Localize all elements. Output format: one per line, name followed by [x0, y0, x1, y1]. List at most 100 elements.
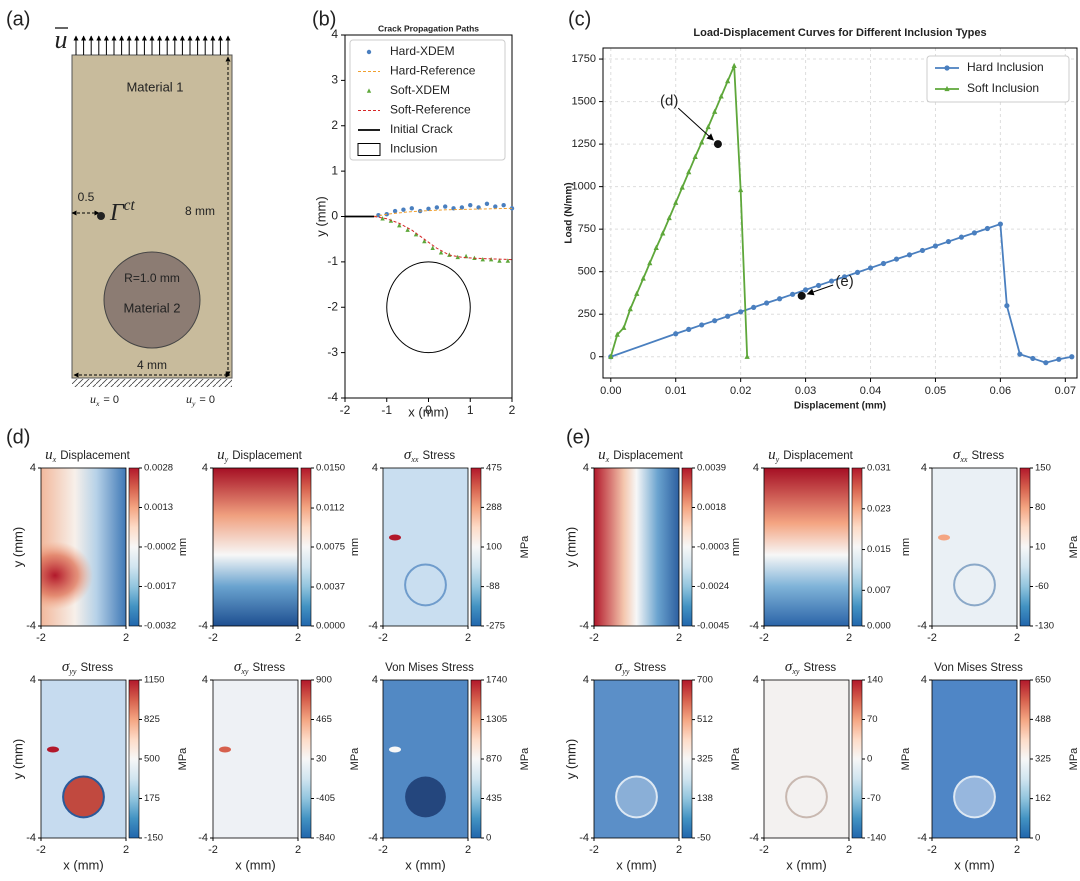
colorbar-tick-label: 0.0037 [316, 582, 345, 593]
panel-label: (a) [6, 8, 30, 30]
x-tick-label: 2 [465, 632, 471, 644]
colorbar [300, 467, 312, 627]
field-map [41, 468, 126, 626]
x-tick-label: -2 [927, 844, 937, 856]
map-title-sub: xx [410, 455, 419, 464]
x-tick-label: -2 [340, 403, 351, 417]
colorbar-tick-label: -0.0017 [144, 581, 176, 592]
colorbar-unit: MPa [1068, 747, 1080, 771]
marker [725, 313, 731, 319]
colorbar [851, 467, 863, 627]
map-frame [382, 679, 469, 839]
map-frame [593, 467, 680, 627]
map-frame [212, 679, 299, 839]
field-map [213, 680, 298, 838]
colorbar-tick-label: 488 [1035, 714, 1051, 725]
x-tick-label: 2 [1014, 844, 1020, 856]
marker [880, 260, 887, 267]
field-ring [953, 563, 996, 607]
y-tick-label: 1000 [572, 181, 596, 193]
x-axis-label: x (mm) [954, 857, 994, 872]
map-title: ux Displacement [598, 447, 684, 463]
legend-label: Soft-XDEM [390, 83, 450, 97]
marker [413, 232, 419, 237]
marker [438, 250, 444, 255]
map-title-sub: x [605, 455, 610, 464]
colorbar-tick-label: 10 [1035, 542, 1046, 553]
colorbar-tick-label: 1740 [486, 675, 507, 686]
plot-frame [602, 47, 1078, 379]
marker [380, 216, 385, 221]
colorbar-tick-label: -0.0002 [144, 542, 176, 553]
colorbar-tick-label: 140 [867, 675, 883, 686]
series-line [609, 65, 749, 357]
x-tick-label: -2 [378, 844, 388, 856]
support [72, 379, 232, 387]
map-title: ux Displacement [45, 447, 131, 463]
colorbar-unit: mm [900, 538, 912, 556]
colorbar-unit: MPa [730, 747, 742, 771]
marker [686, 169, 692, 175]
marker [705, 123, 711, 130]
x-tick-label: -2 [378, 632, 388, 644]
marker [679, 184, 685, 190]
marker [971, 230, 978, 236]
field-fill [213, 468, 298, 626]
marker [932, 243, 939, 249]
x-tick-label: 2 [123, 844, 129, 856]
marker [459, 205, 465, 210]
annotation-arrow [677, 107, 714, 141]
map-frame [763, 467, 850, 627]
map-title-symbol: u [598, 447, 606, 463]
legend-box [349, 39, 506, 161]
y-tick-label: -4 [917, 832, 927, 844]
map-title-text: Von Mises Stress [385, 662, 474, 674]
colorbar [300, 679, 312, 839]
colorbar [128, 467, 140, 627]
x-tick-label: 2 [676, 844, 682, 856]
marker [627, 305, 633, 312]
bc-label-symbol: u [186, 392, 192, 406]
marker [1030, 355, 1036, 362]
field-fill [594, 468, 679, 626]
x-tick-label: -2 [589, 632, 599, 644]
colorbar-tick-label: 500 [144, 754, 160, 765]
annotation-point [797, 291, 806, 300]
colorbar-tick-label: -275 [486, 621, 505, 632]
marker [666, 214, 672, 221]
bc-label-symbol: u [90, 392, 96, 406]
marker [751, 304, 757, 311]
marker [945, 238, 952, 245]
marker [493, 204, 498, 209]
field-ring [953, 775, 996, 819]
x-tick-label: 0.02 [730, 385, 751, 397]
map-title-sub: yy [621, 667, 630, 676]
field-ring [62, 775, 105, 819]
map-title-symbol: σ [234, 659, 242, 675]
colorbar-tick-label: -130 [1035, 621, 1054, 632]
colorbar-tick-label: 0.0112 [316, 503, 344, 514]
colorbar-tick-label: 0.0018 [697, 502, 726, 513]
annotation: (e) [835, 273, 853, 290]
colorbar-tick-label: -88 [486, 581, 500, 592]
diagram [55, 27, 233, 387]
colorbar-tick-label: -0.0032 [144, 621, 176, 632]
map-title-symbol: σ [785, 659, 793, 675]
crack-label-symbol: Γ [109, 200, 125, 226]
colorbar-tick-label: 0.0028 [144, 463, 173, 474]
map-frame [212, 467, 299, 627]
marker [443, 204, 448, 209]
annotation-point [713, 140, 722, 149]
marker [673, 199, 679, 205]
marker [1004, 303, 1010, 309]
colorbar-unit: mm [349, 538, 361, 556]
marker [712, 318, 718, 324]
y-tick-label: -4 [368, 832, 378, 844]
marker [815, 282, 822, 289]
colorbar-tick-label: 100 [486, 542, 502, 553]
marker [712, 108, 718, 114]
x-tick-label: -2 [589, 844, 599, 856]
map-title-symbol: u [45, 447, 53, 463]
marker [1069, 354, 1075, 360]
y-tick-label: 1500 [572, 95, 596, 107]
